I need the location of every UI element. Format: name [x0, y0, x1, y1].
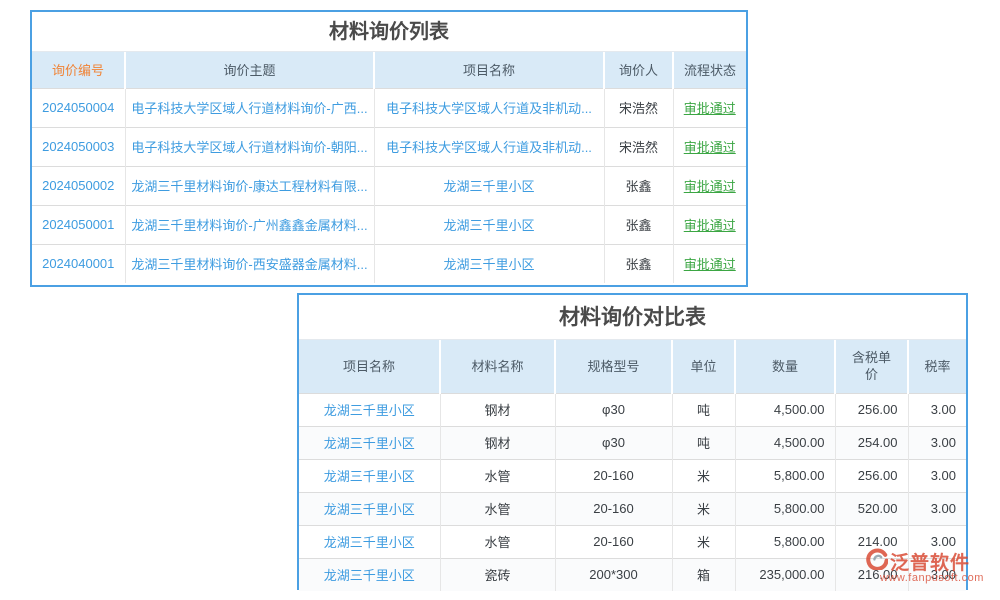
- quantity: 5,800.00: [735, 458, 836, 492]
- tax-unit-price: 254.00: [835, 425, 909, 459]
- col-tax-unit-price: 含税单价: [835, 340, 909, 393]
- project-name-link[interactable]: 龙湖三千里小区: [374, 165, 605, 205]
- spec-model: 200*300: [555, 557, 673, 591]
- status-approved-link[interactable]: 审批通过: [673, 165, 746, 205]
- table-row: 龙湖三千里小区 钢材 φ30 吨 4,500.00 256.00 3.00: [299, 392, 966, 426]
- inquiry-no-link[interactable]: 2024050001: [32, 204, 126, 244]
- status-approved-link[interactable]: 审批通过: [673, 126, 746, 166]
- material-name: 水管: [440, 458, 556, 492]
- comparison-table: 项目名称 材料名称 规格型号 单位 数量 含税单价 税率 龙湖三千里小区 钢材 φ3…: [299, 340, 966, 591]
- material-name: 瓷砖: [440, 557, 556, 591]
- inquiry-subject-link[interactable]: 龙湖三千里材料询价-康达工程材料有限...: [125, 165, 375, 205]
- material-inquiry-list-panel: 材料询价列表 询价编号 询价主题 项目名称 询价人 流程状态 202405000…: [30, 10, 748, 287]
- tax-unit-price: 256.00: [835, 458, 909, 492]
- table-row: 龙湖三千里小区 水管 20-160 米 5,800.00 256.00 3.00: [299, 458, 966, 492]
- spec-model: 20-160: [555, 524, 673, 558]
- tax-rate: 3.00: [908, 557, 966, 591]
- tax-rate: 3.00: [908, 491, 966, 525]
- inquiry-list-title: 材料询价列表: [32, 12, 746, 52]
- quantity: 4,500.00: [735, 392, 836, 426]
- quantity: 4,500.00: [735, 425, 836, 459]
- material-inquiry-comparison-panel: 材料询价对比表 项目名称 材料名称 规格型号 单位 数量 含税单价 税率 龙湖三…: [297, 293, 968, 591]
- spec-model: 20-160: [555, 458, 673, 492]
- project-name-link[interactable]: 龙湖三千里小区: [374, 204, 605, 244]
- tax-unit-price: 214.00: [835, 524, 909, 558]
- table-row: 2024050004 电子科技大学区域人行道材料询价-广西... 电子科技大学区域人…: [32, 87, 746, 127]
- comparison-header-row: 项目名称 材料名称 规格型号 单位 数量 含税单价 税率: [299, 340, 966, 393]
- inquiry-no-link[interactable]: 2024050002: [32, 165, 126, 205]
- col-inquiry-no: 询价编号: [32, 52, 126, 88]
- unit: 米: [672, 491, 736, 525]
- project-name-link[interactable]: 龙湖三千里小区: [299, 458, 441, 492]
- spec-model: φ30: [555, 425, 673, 459]
- col-tax-rate: 税率: [908, 340, 966, 393]
- project-name-link[interactable]: 龙湖三千里小区: [299, 425, 441, 459]
- inquirer-name: 张鑫: [604, 204, 674, 244]
- table-row: 龙湖三千里小区 水管 20-160 米 5,800.00 214.00 3.00: [299, 524, 966, 558]
- col-project-name: 项目名称: [299, 340, 441, 393]
- tax-unit-price: 520.00: [835, 491, 909, 525]
- tax-rate: 3.00: [908, 425, 966, 459]
- project-name-link[interactable]: 龙湖三千里小区: [299, 557, 441, 591]
- table-row: 龙湖三千里小区 水管 20-160 米 5,800.00 520.00 3.00: [299, 491, 966, 525]
- inquiry-no-link[interactable]: 2024050004: [32, 87, 126, 127]
- unit: 米: [672, 524, 736, 558]
- inquirer-name: 张鑫: [604, 165, 674, 205]
- project-name-link[interactable]: 龙湖三千里小区: [299, 491, 441, 525]
- inquiry-subject-link[interactable]: 电子科技大学区域人行道材料询价-朝阳...: [125, 126, 375, 166]
- table-row: 2024050002 龙湖三千里材料询价-康达工程材料有限... 龙湖三千里小区 张鑫…: [32, 165, 746, 205]
- inquiry-subject-link[interactable]: 龙湖三千里材料询价-西安盛器金属材料...: [125, 243, 375, 283]
- tax-unit-price: 256.00: [835, 392, 909, 426]
- tax-rate: 3.00: [908, 458, 966, 492]
- table-row: 2024040001 龙湖三千里材料询价-西安盛器金属材料... 龙湖三千里小区 张鑫…: [32, 243, 746, 283]
- status-approved-link[interactable]: 审批通过: [673, 87, 746, 127]
- project-name-link[interactable]: 龙湖三千里小区: [374, 243, 605, 283]
- unit: 吨: [672, 392, 736, 426]
- inquirer-name: 张鑫: [604, 243, 674, 283]
- inquiry-subject-link[interactable]: 龙湖三千里材料询价-广州鑫鑫金属材料...: [125, 204, 375, 244]
- status-approved-link[interactable]: 审批通过: [673, 204, 746, 244]
- material-name: 钢材: [440, 392, 556, 426]
- material-name: 钢材: [440, 425, 556, 459]
- col-quantity: 数量: [735, 340, 836, 393]
- col-spec-model: 规格型号: [555, 340, 673, 393]
- table-row: 2024050003 电子科技大学区域人行道材料询价-朝阳... 电子科技大学区域人…: [32, 126, 746, 166]
- project-name-link[interactable]: 龙湖三千里小区: [299, 392, 441, 426]
- inquirer-name: 宋浩然: [604, 87, 674, 127]
- inquiry-list-table: 询价编号 询价主题 项目名称 询价人 流程状态 2024050004 电子科技大学…: [32, 52, 746, 283]
- quantity: 5,800.00: [735, 524, 836, 558]
- inquiry-subject-link[interactable]: 电子科技大学区域人行道材料询价-广西...: [125, 87, 375, 127]
- unit: 吨: [672, 425, 736, 459]
- table-row: 龙湖三千里小区 钢材 φ30 吨 4,500.00 254.00 3.00: [299, 425, 966, 459]
- inquirer-name: 宋浩然: [604, 126, 674, 166]
- quantity: 5,800.00: [735, 491, 836, 525]
- unit: 箱: [672, 557, 736, 591]
- project-name-link[interactable]: 电子科技大学区域人行道及非机动...: [374, 87, 605, 127]
- tax-unit-price: 216.00: [835, 557, 909, 591]
- col-material-name: 材料名称: [440, 340, 556, 393]
- inquiry-no-link[interactable]: 2024040001: [32, 243, 126, 283]
- col-inquiry-subject: 询价主题: [125, 52, 375, 88]
- spec-model: φ30: [555, 392, 673, 426]
- tax-rate: 3.00: [908, 392, 966, 426]
- table-row: 龙湖三千里小区 瓷砖 200*300 箱 235,000.00 216.00 3.00: [299, 557, 966, 591]
- col-project-name: 项目名称: [374, 52, 605, 88]
- table-row: 2024050001 龙湖三千里材料询价-广州鑫鑫金属材料... 龙湖三千里小区 张鑫…: [32, 204, 746, 244]
- spec-model: 20-160: [555, 491, 673, 525]
- project-name-link[interactable]: 电子科技大学区域人行道及非机动...: [374, 126, 605, 166]
- inquiry-no-link[interactable]: 2024050003: [32, 126, 126, 166]
- comparison-title: 材料询价对比表: [299, 295, 966, 340]
- status-approved-link[interactable]: 审批通过: [673, 243, 746, 283]
- unit: 米: [672, 458, 736, 492]
- project-name-link[interactable]: 龙湖三千里小区: [299, 524, 441, 558]
- col-flow-status: 流程状态: [673, 52, 746, 88]
- inquiry-list-header-row: 询价编号 询价主题 项目名称 询价人 流程状态: [32, 52, 746, 88]
- col-inquirer: 询价人: [604, 52, 674, 88]
- quantity: 235,000.00: [735, 557, 836, 591]
- tax-rate: 3.00: [908, 524, 966, 558]
- col-unit: 单位: [672, 340, 736, 393]
- material-name: 水管: [440, 491, 556, 525]
- material-name: 水管: [440, 524, 556, 558]
